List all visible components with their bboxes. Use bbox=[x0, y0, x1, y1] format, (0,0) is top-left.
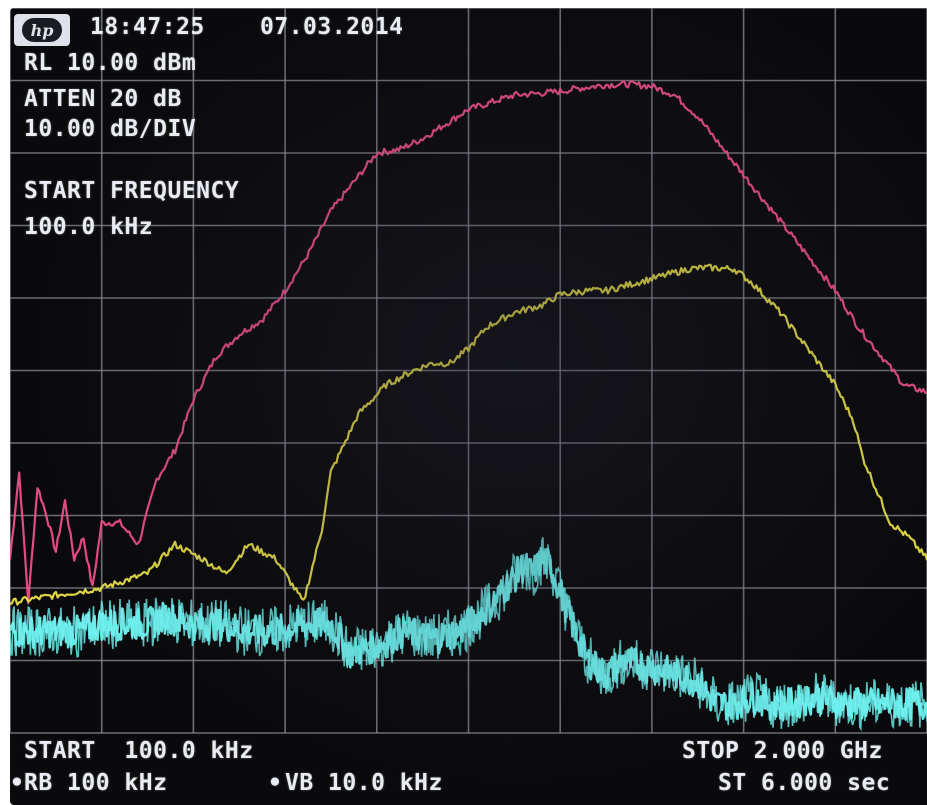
graticule bbox=[10, 8, 927, 734]
resolution-bandwidth: RB 100 kHz bbox=[24, 770, 168, 796]
scale-per-division: 10.00 dB/DIV bbox=[24, 116, 197, 142]
attenuation: ATTEN 20 dB bbox=[24, 86, 182, 112]
traces bbox=[10, 80, 927, 732]
spectrum-plot bbox=[10, 8, 927, 734]
trace-1 bbox=[10, 80, 927, 605]
vbw-marker: • bbox=[268, 770, 283, 796]
rbw-marker: • bbox=[10, 770, 25, 796]
video-bandwidth: VB 10.0 kHz bbox=[285, 770, 443, 796]
clock-date: 07.03.2014 bbox=[260, 14, 404, 40]
reference-level: RL 10.00 dBm bbox=[24, 50, 197, 76]
active-function-value: 100.0 kHz bbox=[24, 214, 154, 240]
analyzer-screen: hp 18:47:25 07.03.2014 RL 10.00 dBm ATTE… bbox=[10, 8, 927, 805]
trace-3-noise-band bbox=[10, 537, 927, 732]
trace-2 bbox=[10, 263, 927, 606]
sweep-time: ST 6.000 sec bbox=[718, 770, 891, 796]
clock-time: 18:47:25 bbox=[90, 14, 205, 40]
stop-frequency: STOP 2.000 GHz bbox=[682, 738, 883, 764]
active-function-label: START FREQUENCY bbox=[24, 178, 240, 204]
start-frequency: START 100.0 kHz bbox=[24, 738, 254, 764]
hp-logo-mark: hp bbox=[22, 18, 62, 42]
hp-logo: hp bbox=[14, 14, 70, 46]
